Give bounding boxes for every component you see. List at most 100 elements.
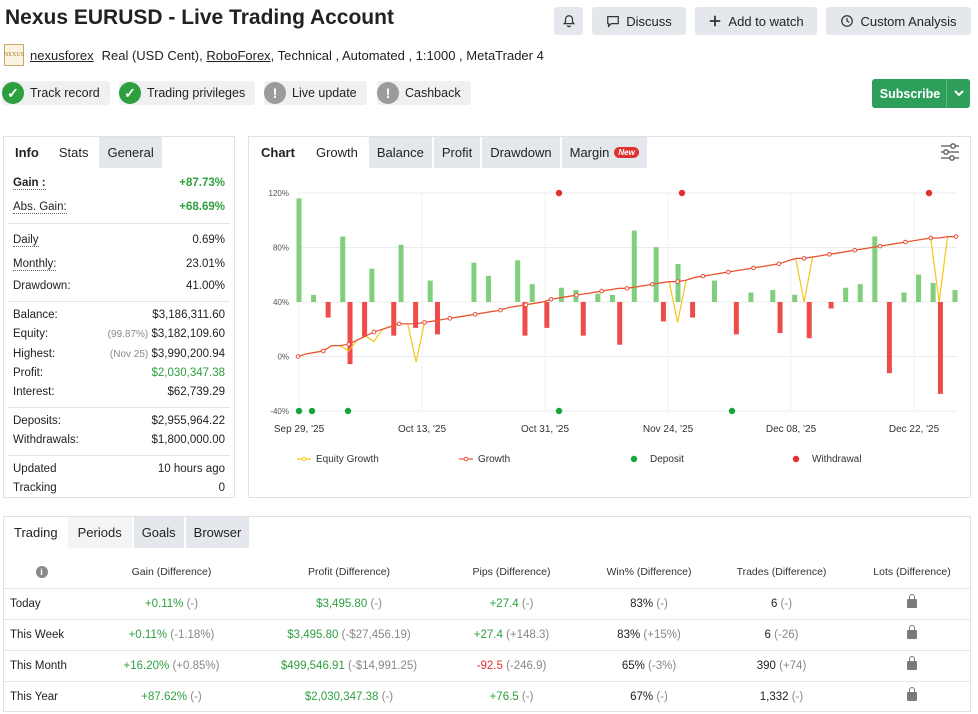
growth-line-point <box>321 348 326 354</box>
account-type: Real (USD Cent), RoboForex, Technical , … <box>101 47 544 63</box>
tab-periods[interactable]: Periods <box>67 517 132 548</box>
bar <box>660 302 666 322</box>
info-icon[interactable]: i <box>35 565 48 578</box>
x-tick-label: Dec 22, '25 <box>889 424 940 435</box>
account-info-line: NEXUS nexusforex Real (USD Cent), RoboFo… <box>4 44 544 66</box>
badge-cashback[interactable]: ! Cashback <box>377 81 471 105</box>
chevron-down-icon[interactable] <box>946 79 970 108</box>
discuss-button[interactable]: Discuss <box>592 7 686 35</box>
broker-link[interactable]: RoboForex <box>206 47 271 63</box>
profit-label: Profit: <box>13 367 44 379</box>
highest-value: $3,990,200.94 <box>151 348 225 360</box>
bar <box>828 302 834 309</box>
y-tick-label: -40% <box>270 407 289 416</box>
bar <box>391 302 397 336</box>
user-link[interactable]: nexusforex <box>30 47 94 63</box>
tab-growth[interactable]: Growth <box>306 137 367 168</box>
withdrawal-marker <box>925 189 933 197</box>
badge-live-update[interactable]: ! Live update <box>264 81 367 105</box>
badge-track-record[interactable]: ✓ Track record <box>2 81 110 105</box>
table-header: i Gain (Difference) Profit (Difference) … <box>4 556 970 588</box>
deposit-marker <box>728 407 736 415</box>
equity-value: $3,182,109.60 <box>151 328 225 340</box>
profit-value: $2,030,347.38 <box>151 367 225 379</box>
updated-label: Updated <box>13 463 57 475</box>
nexus-logo: NEXUS <box>4 44 24 66</box>
bar <box>398 244 404 302</box>
legend-label: Withdrawal <box>812 454 861 465</box>
growth-line-point <box>650 281 655 287</box>
custom-analysis-button[interactable]: Custom Analysis <box>826 7 971 35</box>
add-to-watch-button[interactable]: Add to watch <box>695 7 817 35</box>
deposit-marker <box>555 407 563 415</box>
legend-swatch-point <box>463 456 469 462</box>
legend-swatch-point <box>301 456 307 462</box>
col-lots: Lots (Difference) <box>873 565 951 578</box>
bar <box>886 302 892 374</box>
bar <box>347 302 353 365</box>
x-tick-label: Nov 24, '25 <box>643 424 694 435</box>
chart-panel: Chart Growth Balance Profit Drawdown Mar… <box>248 136 971 498</box>
tab-general[interactable]: General <box>97 137 162 168</box>
tab-profit[interactable]: Profit <box>431 137 481 168</box>
deposit-marker <box>295 407 303 415</box>
abs-gain-value: +68.69% <box>179 201 225 213</box>
bar <box>325 302 331 318</box>
tab-goals[interactable]: Goals <box>131 517 184 548</box>
settings-sliders-icon[interactable] <box>940 143 960 161</box>
subscribe-button[interactable]: Subscribe <box>872 79 970 108</box>
tab-browser[interactable]: Browser <box>183 517 250 548</box>
bar <box>580 302 586 336</box>
legend-swatch <box>792 455 800 463</box>
withdrawal-marker <box>678 189 686 197</box>
monthly-label: Monthly: <box>13 258 57 271</box>
bar <box>486 275 492 302</box>
growth-line-point <box>953 234 959 239</box>
growth-line-point <box>700 273 706 279</box>
table-row: This Year +87.62% (-) $2,030,347.38 (-) … <box>4 680 970 712</box>
info-panel: Info Stats General Gain : +87.73% Abs. Ga… <box>3 136 235 498</box>
tab-info[interactable]: Info <box>4 137 50 168</box>
withdrawals-label: Withdrawals: <box>13 434 79 446</box>
bar <box>733 302 739 335</box>
growth-line-point <box>574 292 579 298</box>
deposits-value: $2,955,964.22 <box>151 415 225 427</box>
legend-label: Growth <box>478 454 510 465</box>
monthly-value: 23.01% <box>185 258 225 270</box>
bar <box>595 293 601 302</box>
bar <box>901 292 907 302</box>
tab-margin[interactable]: Margin New <box>559 137 647 168</box>
deposit-marker <box>308 407 316 415</box>
growth-chart: 120% 80% 40% 0% -40% Sep 29, '25 Oct 13, '25 Oc… <box>269 189 959 465</box>
growth-line <box>297 236 956 358</box>
notify-button[interactable] <box>554 7 583 35</box>
bar <box>434 302 440 335</box>
deposits-label: Deposits: <box>13 415 61 427</box>
growth-line-point <box>498 307 503 313</box>
badge-trading-privileges[interactable]: ✓ Trading privileges <box>119 81 256 105</box>
equity-label: Equity: <box>13 328 49 340</box>
chat-icon <box>607 16 620 28</box>
bar <box>631 230 637 302</box>
balance-value: $3,186,311.60 <box>152 309 225 321</box>
tab-stats[interactable]: Stats <box>49 137 98 168</box>
bar <box>857 284 863 302</box>
growth-line-point <box>548 296 554 302</box>
bar <box>558 287 564 302</box>
tracking-label: Tracking <box>13 482 57 494</box>
y-tick-label: 120% <box>269 189 289 198</box>
tab-chart[interactable]: Chart <box>249 137 307 168</box>
abs-gain-label: Abs. Gain: <box>13 201 67 214</box>
growth-line-point <box>928 235 933 241</box>
bar <box>930 282 936 302</box>
tab-trading[interactable]: Trading <box>4 517 68 548</box>
bar <box>544 302 550 328</box>
tab-drawdown[interactable]: Drawdown <box>480 137 560 168</box>
bar <box>311 294 317 302</box>
growth-line-point <box>776 261 782 267</box>
tab-balance[interactable]: Balance <box>366 137 432 168</box>
bar <box>872 236 878 302</box>
table-row: This Month +16.20% (+0.85%) $499,546.91 … <box>4 649 970 681</box>
new-badge: New <box>614 147 639 158</box>
col-gain: Gain (Difference) <box>131 565 212 578</box>
